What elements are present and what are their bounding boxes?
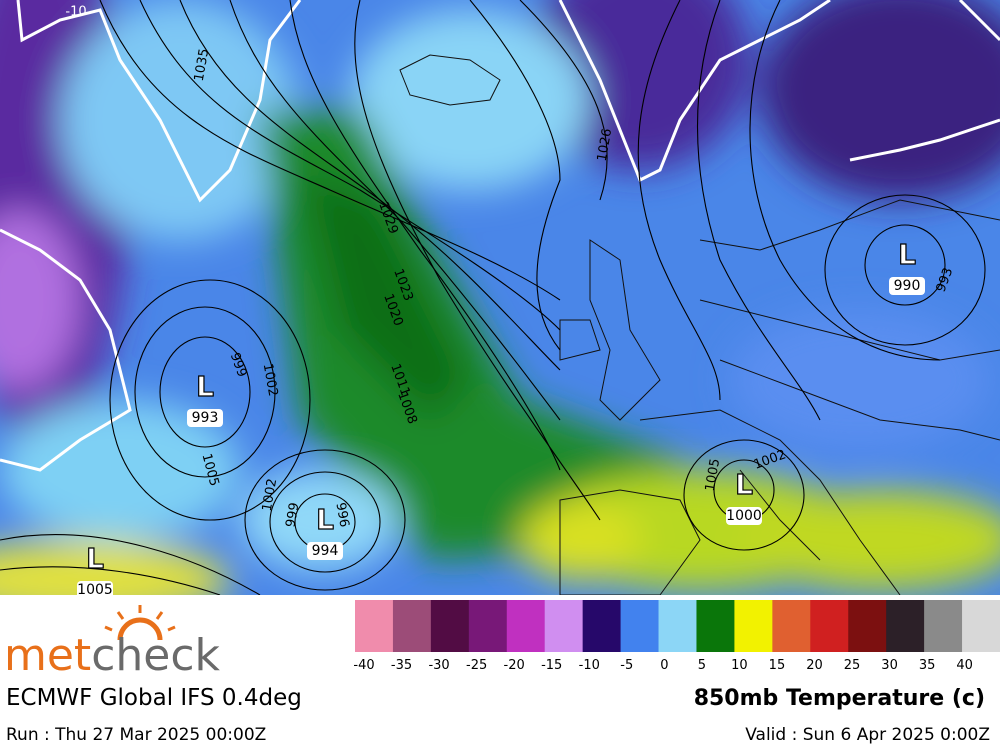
logo-sun (104, 605, 176, 641)
legend-tick: 15 (769, 658, 786, 673)
legend-tick: 5 (698, 658, 706, 673)
isobar-label: 1035 (192, 47, 213, 82)
color-swatch (848, 600, 887, 652)
legend-tick: 40 (956, 658, 973, 673)
color-swatch (392, 600, 432, 652)
isobar-label: -10 (65, 5, 86, 20)
legend: -40 -35 -30 -25 -20 -15 -10 -5 0 5 10 15 20 25 30 35 40 (353, 600, 1000, 673)
legend-tick: 30 (881, 658, 898, 673)
color-swatch (544, 600, 584, 652)
low-symbol: L (86, 542, 104, 575)
isobar-label: 999 (283, 501, 302, 528)
low-pressure: 990 (894, 278, 921, 294)
map: -101035102610291023102010111008999100299… (0, 0, 1000, 598)
legend-tick: 10 (731, 658, 748, 673)
valid-time: Valid : Sun 6 Apr 2025 0:00Z (745, 725, 990, 745)
legend-tick: -40 (353, 658, 374, 673)
color-swatch (886, 600, 925, 652)
isobar-label: 1005 (703, 457, 724, 492)
legend-tick: 35 (919, 658, 936, 673)
legend-tick: -25 (466, 658, 487, 673)
color-swatch (506, 600, 546, 652)
logo-text: metcheck (4, 630, 221, 681)
color-swatch (962, 600, 1000, 652)
color-swatch (468, 600, 508, 652)
isobar-label: 1026 (595, 127, 616, 162)
color-swatch (924, 600, 963, 652)
legend-tick: -35 (391, 658, 412, 673)
low-symbol: L (196, 370, 214, 403)
logo: metcheck (4, 605, 221, 681)
pressure-box (187, 409, 223, 427)
color-swatch (582, 600, 622, 652)
low-pressure: 993 (192, 410, 219, 426)
isobar-label: 1002 (260, 477, 281, 512)
legend-tick: -20 (504, 658, 525, 673)
field-name: 850mb Temperature (c) (694, 686, 985, 711)
low-pressure: 994 (312, 543, 339, 559)
isobar-label: 996 (332, 501, 351, 528)
legend-tick: -15 (541, 658, 562, 673)
low-pressure: 1000 (726, 508, 762, 524)
isobars (0, 0, 986, 595)
low-symbol: L (898, 238, 916, 271)
legend-tick: -30 (428, 658, 449, 673)
coastlines (0, 0, 1000, 595)
legend-tick: -5 (620, 658, 633, 673)
color-swatch (810, 600, 849, 652)
color-swatch (696, 600, 735, 652)
low-pressure: 1005 (77, 582, 113, 598)
legend-tick: 25 (844, 658, 861, 673)
run-time: Run : Thu 27 Mar 2025 00:00Z (6, 725, 266, 745)
color-swatch (658, 600, 697, 652)
color-swatch (620, 600, 660, 652)
color-swatch (430, 600, 470, 652)
color-swatch (355, 600, 394, 652)
isobar-label: 1002 (260, 362, 281, 397)
pressure-box (889, 277, 925, 295)
pressure-box (726, 507, 762, 525)
legend-tick: 0 (660, 658, 668, 673)
temperature-field (0, 0, 1000, 595)
color-swatch (772, 600, 811, 652)
model-name: ECMWF Global IFS 0.4deg (6, 685, 302, 711)
low-symbol: L (735, 468, 753, 501)
low-symbol: L (316, 503, 334, 536)
legend-tick: -10 (579, 658, 600, 673)
legend-tick: 20 (806, 658, 823, 673)
pressure-box (307, 542, 343, 560)
color-swatch (734, 600, 773, 652)
pressure-box (77, 581, 113, 595)
logo-part: met (4, 630, 91, 681)
logo-part: check (91, 630, 220, 681)
